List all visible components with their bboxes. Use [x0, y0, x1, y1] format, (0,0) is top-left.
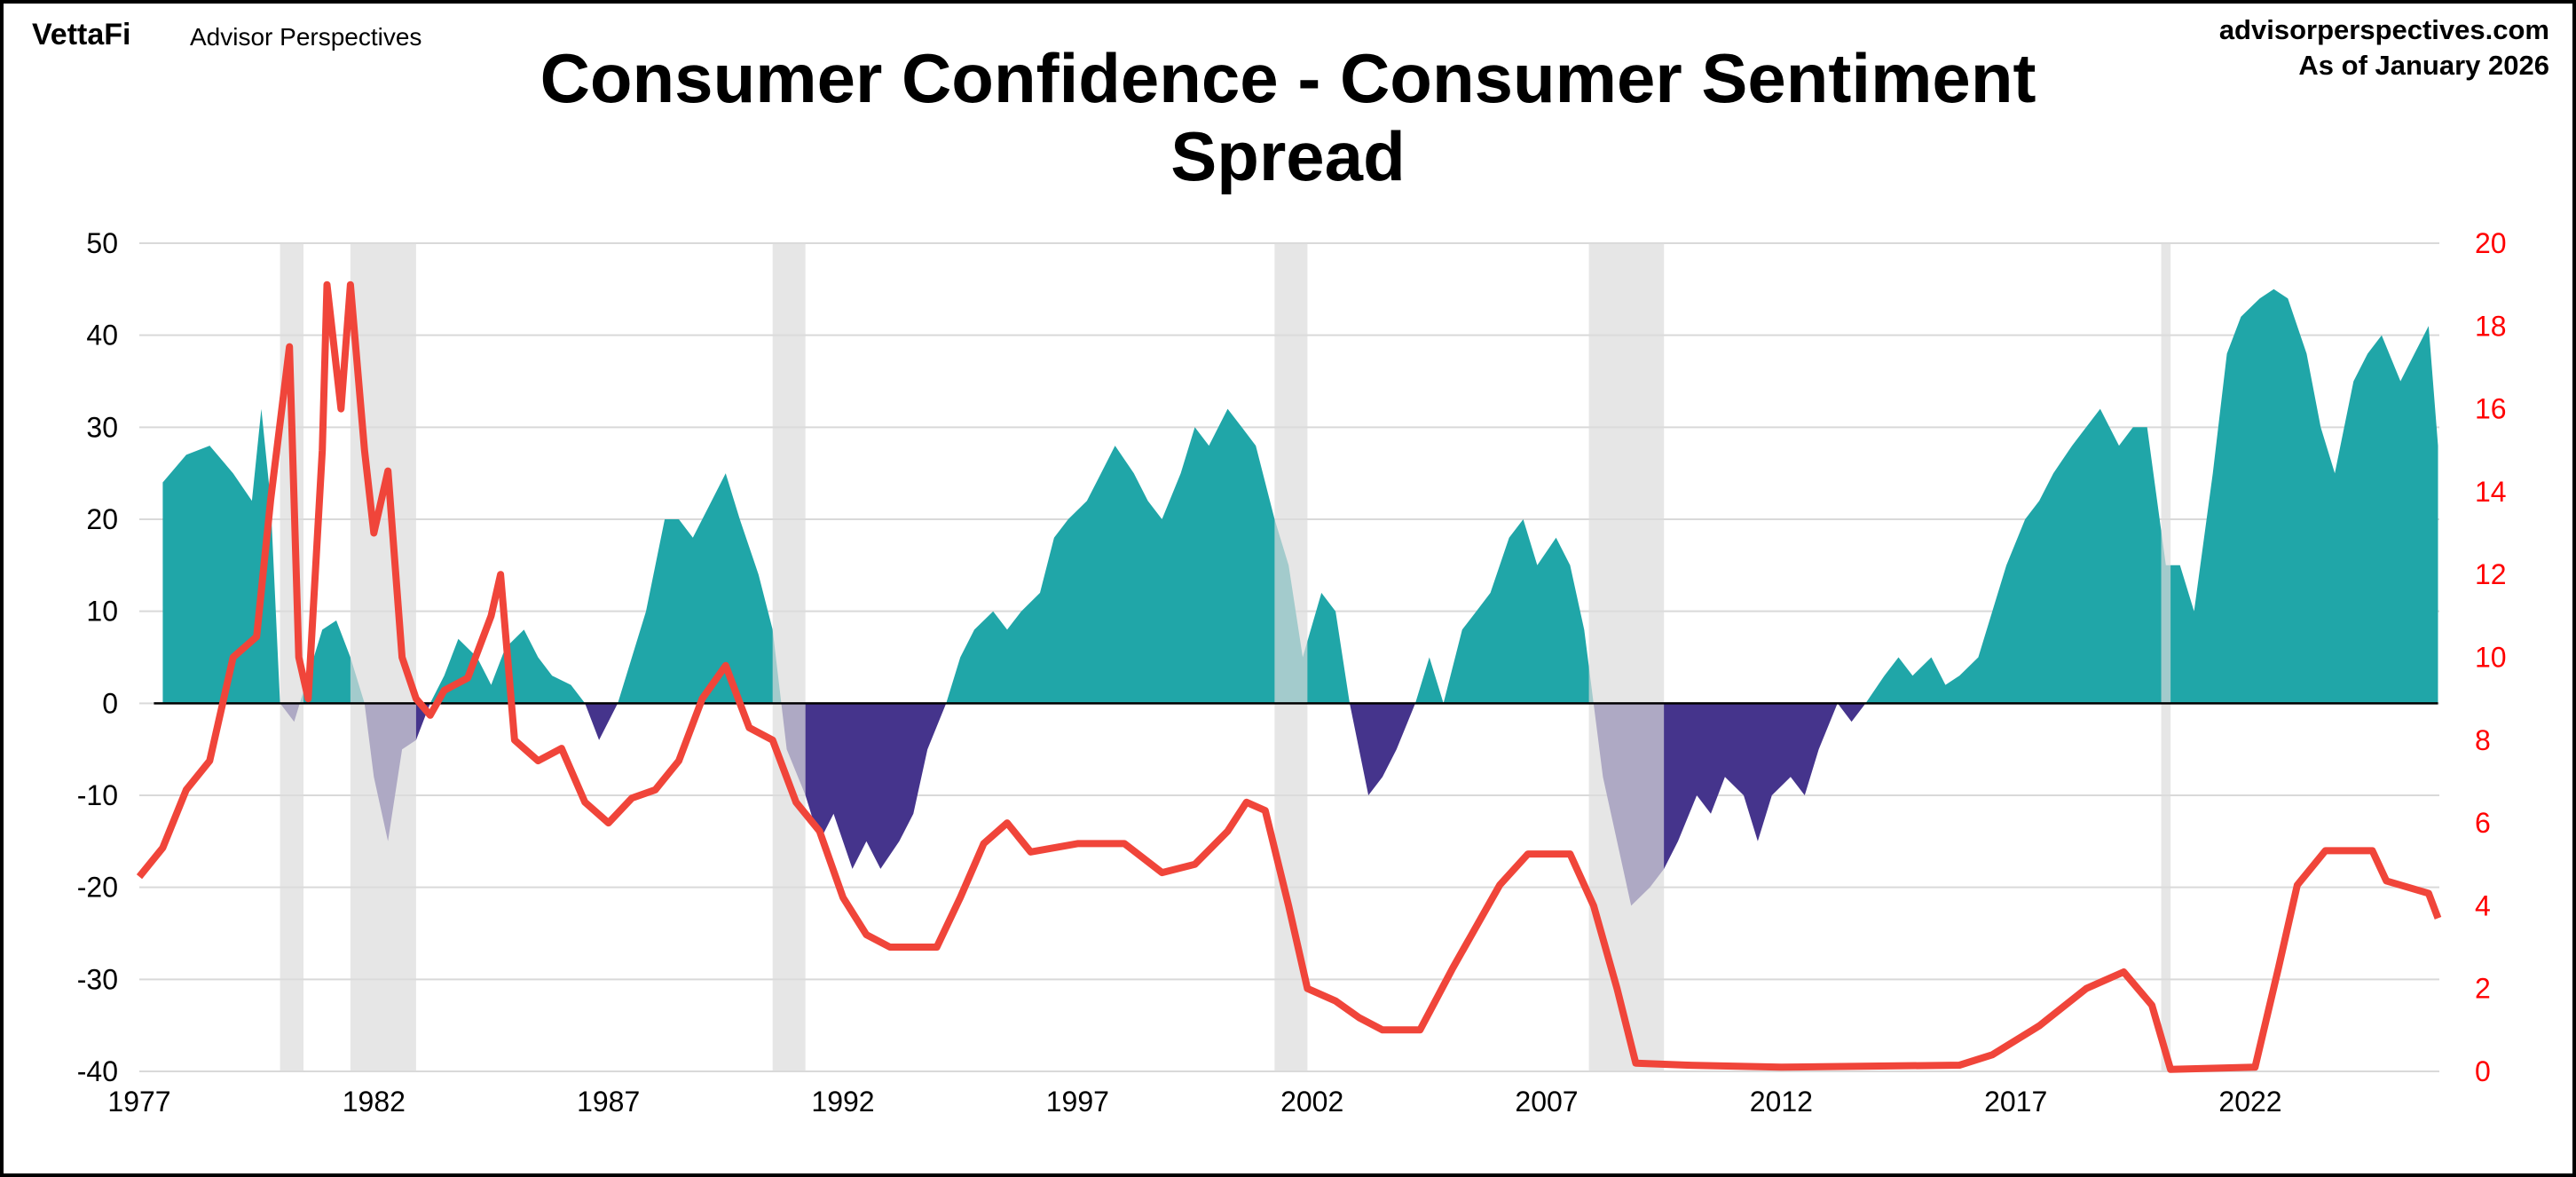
x-tick: 1987 [577, 1086, 640, 1118]
y-tick-left: 50 [86, 227, 118, 259]
x-tick: 1992 [811, 1086, 874, 1118]
x-tick: 1997 [1046, 1086, 1109, 1118]
title-line-2: Spread [1170, 117, 1406, 195]
y-tick-left: 30 [86, 411, 118, 443]
y-tick-right: 8 [2475, 724, 2491, 756]
y-tick-left: -40 [77, 1055, 118, 1087]
vettafi-logo: VettaFi [32, 18, 131, 51]
y-tick-left: 0 [102, 687, 118, 719]
x-tick: 2007 [1515, 1086, 1578, 1118]
y-tick-right: 12 [2475, 558, 2507, 590]
y-tick-right: 2 [2475, 973, 2491, 1005]
recession-band [772, 243, 806, 1071]
y-tick-left: -10 [77, 779, 118, 811]
spread-negative-area [280, 703, 1866, 906]
y-tick-right: 0 [2475, 1055, 2491, 1087]
y-tick-left: 10 [86, 596, 118, 628]
y-tick-right: 20 [2475, 227, 2507, 259]
y-tick-left: -30 [77, 963, 118, 995]
y-tick-right: 6 [2475, 807, 2491, 839]
as-of-date: As of January 2026 [2298, 50, 2549, 81]
source-info: advisorperspectives.com As of January 20… [2219, 12, 2549, 83]
y-tick-right: 18 [2475, 310, 2507, 342]
chart-title: Consumer Confidence - Consumer Sentiment… [0, 39, 2576, 195]
x-tick: 2022 [2218, 1086, 2281, 1118]
x-tick: 2017 [1984, 1086, 2047, 1118]
y-tick-right: 10 [2475, 642, 2507, 674]
rate-line [136, 280, 2442, 1073]
y-tick-left: 40 [86, 320, 118, 352]
x-tick: 2012 [1750, 1086, 1813, 1118]
x-tick: 2002 [1280, 1086, 1343, 1118]
y-tick-left: 20 [86, 503, 118, 535]
y-tick-right: 14 [2475, 476, 2507, 508]
y-tick-right: 4 [2475, 889, 2491, 921]
recession-band [1274, 243, 1308, 1071]
title-line-1: Consumer Confidence - Consumer Sentiment [540, 39, 2036, 117]
site-url: advisorperspectives.com [2218, 14, 2549, 45]
recession-band [1588, 243, 1665, 1071]
x-tick: 1977 [107, 1086, 170, 1118]
spread-positive-area [162, 288, 2438, 704]
y-tick-left: -20 [77, 872, 118, 904]
y-tick-right: 16 [2475, 393, 2507, 425]
x-tick: 1982 [343, 1086, 406, 1118]
recession-band [2161, 243, 2171, 1071]
brand-name: Advisor Perspectives [190, 23, 422, 51]
